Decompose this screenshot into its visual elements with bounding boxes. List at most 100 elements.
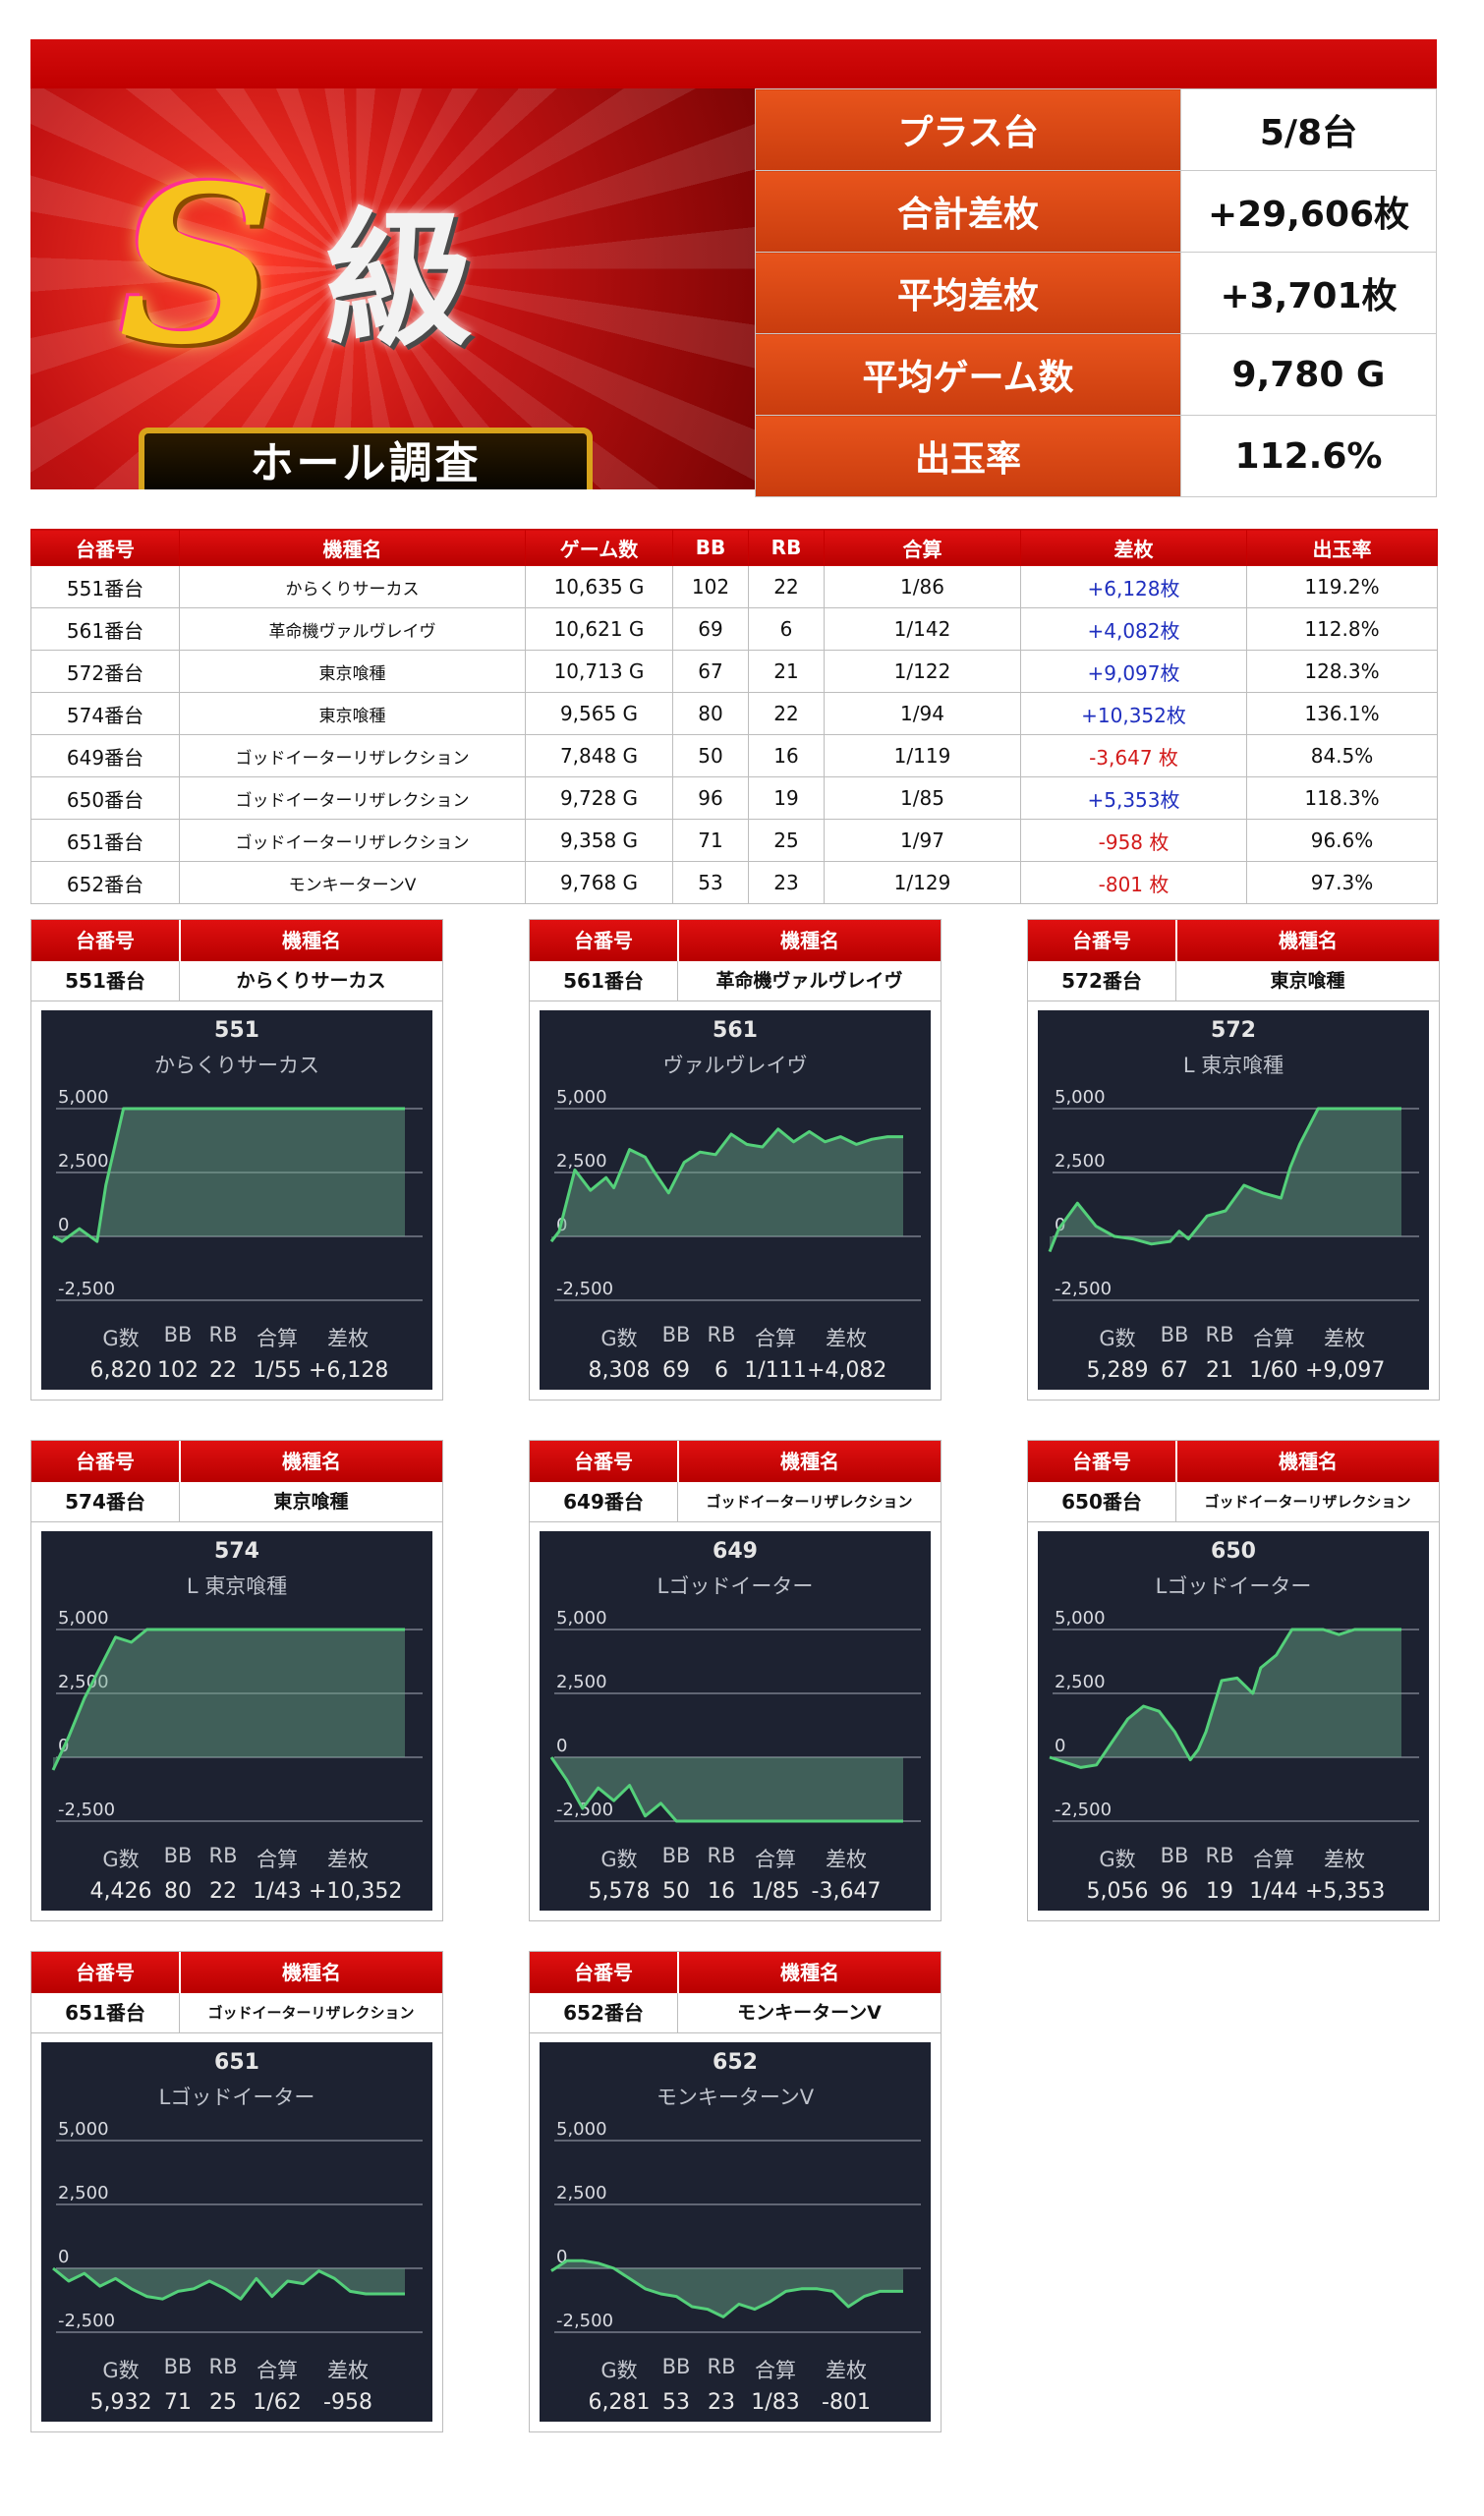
bb-cell: 53	[672, 861, 749, 904]
machine-name-cell: 東京喰種	[179, 692, 526, 735]
series-line	[51, 1628, 405, 1771]
series-area	[551, 2260, 903, 2317]
summary-row-total-diff: 合計差枚 +29,606枚	[755, 170, 1437, 253]
y-tick-label: -2,500	[58, 1800, 115, 1820]
stat-header: 差枚	[327, 2359, 369, 2382]
y-tick-label: 2,500	[556, 1151, 607, 1172]
machine-name-cell: ゴッドイーターリザレクション	[179, 734, 526, 777]
stat-value: 5,056	[1086, 1879, 1149, 1904]
y-tick-label: 0	[556, 1736, 567, 1756]
y-tick-label: 5,000	[58, 1087, 109, 1108]
stat-header: RB	[208, 1323, 238, 1346]
card-header: 台番号 機種名	[530, 1441, 941, 1482]
y-tick-label: 0	[556, 2247, 567, 2267]
stat-header: 合算	[257, 2359, 298, 2382]
stat-header: 差枚	[327, 1848, 369, 1871]
slump-graph-panel: 5,000 2,500 0 -2,500 572 L 東京喰種 G数 BB RB 合算 差枚 5,28…	[1038, 1010, 1429, 1390]
rb-cell: 19	[748, 776, 825, 820]
logo-kyu-kanji: 級	[325, 194, 474, 367]
card-header: 台番号 機種名	[530, 920, 941, 961]
stat-value: 8,308	[588, 1358, 651, 1383]
graph-machine-name: L 東京喰種	[186, 1574, 288, 1598]
stat-header: RB	[707, 2355, 736, 2378]
stat-header: G数	[600, 1848, 638, 1871]
graph-machine-name: L 東京喰種	[1182, 1054, 1284, 1077]
card-header: 台番号 機種名	[1028, 1441, 1439, 1482]
stats-header-row: G数 BB RB 合算 差枚	[41, 1844, 432, 1873]
bb-cell: 67	[672, 650, 749, 693]
y-tick-label: 2,500	[1055, 1151, 1106, 1172]
stat-header: BB	[661, 1844, 691, 1867]
stats-header-row: G数 BB RB 合算 差枚	[1038, 1844, 1429, 1873]
stats-header-row: G数 BB RB 合算 差枚	[540, 1844, 931, 1873]
graph-machine-number: 649	[713, 1539, 758, 1564]
slump-graph-panel: 5,000 2,500 0 -2,500 574 L 東京喰種 G数 BB RB 合算 差枚 4,42…	[41, 1531, 432, 1911]
machine-name-cell: 東京喰種	[179, 650, 526, 693]
rb-cell: 22	[748, 565, 825, 608]
slump-graph-panel: 5,000 2,500 0 -2,500 551 からくりサーカス G数 BB RB 合算 差枚 6,…	[41, 1010, 432, 1390]
graph-machine-name: モンキーターンV	[656, 2086, 815, 2109]
games-cell: 9,565 G	[525, 692, 673, 735]
y-tick-label: 2,500	[556, 1672, 607, 1692]
y-tick-label: -2,500	[556, 1800, 613, 1820]
stat-value: 1/43	[253, 1879, 302, 1904]
stats-header-row: G数 BB RB 合算 差枚	[41, 2355, 432, 2384]
rb-cell: 21	[748, 650, 825, 693]
stat-value: 1/111	[744, 1358, 807, 1383]
stat-header: BB	[661, 1323, 691, 1346]
diff-cell: -801 枚	[1020, 861, 1247, 904]
stat-header: 差枚	[327, 1327, 369, 1350]
card-machine-name: 東京喰種	[273, 1491, 349, 1513]
y-tick-label: -2,500	[556, 2311, 613, 2331]
card-header-name-label: 機種名	[181, 1441, 442, 1482]
stats-value-row: 5,056 96 19 1/44 +5,353	[1038, 1879, 1429, 1904]
games-cell: 10,621 G	[525, 607, 673, 651]
series-area	[53, 2268, 405, 2300]
stat-header: 差枚	[1324, 1327, 1365, 1350]
card-info-row: 572番台 東京喰種	[1028, 961, 1439, 1001]
card-machine-number: 561番台	[530, 961, 678, 1001]
stat-value: 50	[662, 1879, 690, 1904]
graph-machine-name: ヴァルヴレイヴ	[662, 1054, 808, 1077]
series-line	[549, 1127, 903, 1243]
stat-value: 80	[164, 1879, 192, 1904]
diff-cell: -958 枚	[1020, 819, 1247, 862]
combined-cell: 1/97	[824, 819, 1021, 862]
card-header-name-label: 機種名	[679, 1952, 941, 1993]
card-machine-name: ゴッドイーターリザレクション	[207, 2004, 415, 2022]
table-row: 651番台 ゴッドイーターリザレクション 9,358 G 71 25 1/97 -958 枚…	[30, 819, 1438, 862]
graph-machine-number: 574	[214, 1539, 259, 1564]
card-info-row: 574番台 東京喰種	[31, 1482, 442, 1522]
stat-value: 23	[708, 2390, 735, 2415]
card-machine-number: 551番台	[31, 961, 180, 1001]
series-area	[53, 1109, 405, 1242]
stat-value: -958	[323, 2390, 372, 2415]
machine-graph-card: 台番号 機種名 651番台 ゴッドイーターリザレクション 5,000 2,500 0 -2,5…	[30, 1951, 443, 2432]
games-cell: 9,728 G	[525, 776, 673, 820]
summary-label: 平均差枚	[755, 252, 1181, 334]
y-tick-label: 2,500	[1055, 1672, 1106, 1692]
y-tick-label: 0	[1055, 1736, 1065, 1756]
bb-cell: 80	[672, 692, 749, 735]
series-line	[550, 2259, 903, 2318]
graph-stats: G数 BB RB 合算 差枚 6,281 53 23 1/83 -801	[540, 2355, 931, 2415]
series-area	[551, 1128, 903, 1242]
table-row: 652番台 モンキーターンV 9,768 G 53 23 1/129 -801 枚 97.3%	[30, 861, 1438, 904]
rate-cell: 96.6%	[1246, 819, 1438, 862]
stat-value: +9,097	[1305, 1358, 1386, 1383]
bb-cell: 50	[672, 734, 749, 777]
stat-value: 4,426	[89, 1879, 152, 1904]
stats-value-row: 5,289 67 21 1/60 +9,097	[1038, 1358, 1429, 1383]
summary-row-average-diff: 平均差枚 +3,701枚	[755, 252, 1437, 334]
table-row: 650番台 ゴッドイーターリザレクション 9,728 G 96 19 1/85 +5,353…	[30, 776, 1438, 820]
stat-value: +5,353	[1305, 1879, 1386, 1904]
machine-name-cell: ゴッドイーターリザレクション	[179, 819, 526, 862]
graph-stats: G数 BB RB 合算 差枚 4,426 80 22 1/43 +10,352	[41, 1844, 432, 1904]
stats-value-row: 5,578 50 16 1/85 -3,647	[540, 1879, 931, 1904]
machine-name-cell: 革命機ヴァルヴレイヴ	[179, 607, 526, 651]
card-header-name-label: 機種名	[679, 1441, 941, 1482]
slump-graph-panel: 5,000 2,500 0 -2,500 649 Lゴッドイーター G数 BB RB 合算 差枚 5,…	[540, 1531, 931, 1911]
games-cell: 9,768 G	[525, 861, 673, 904]
